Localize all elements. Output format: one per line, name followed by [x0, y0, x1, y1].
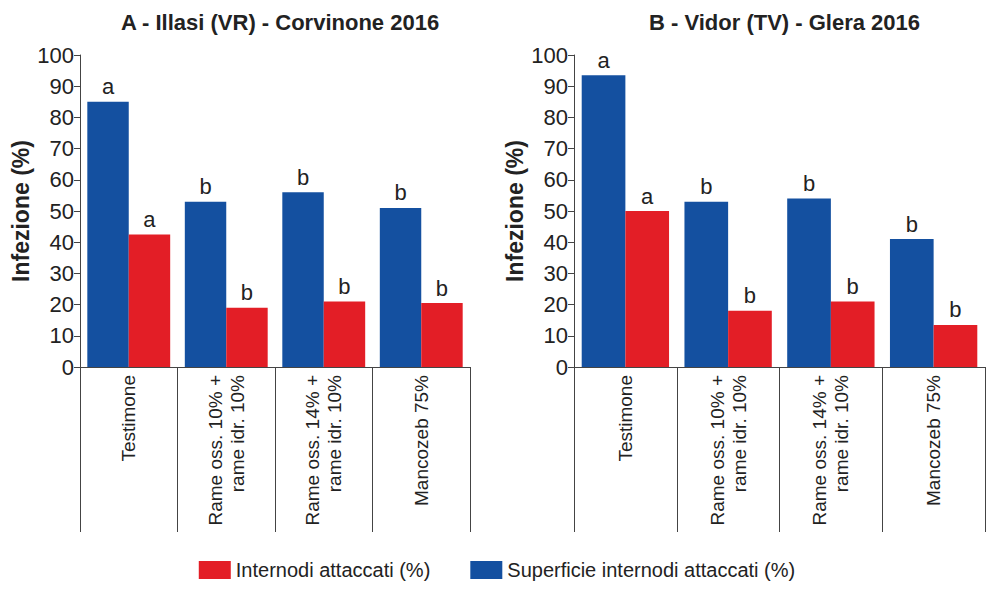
svg-text:Rame oss. 14% +: Rame oss. 14% +	[809, 375, 830, 526]
svg-text:Rame oss. 14% +: Rame oss. 14% +	[302, 375, 323, 526]
svg-text:70: 70	[50, 136, 74, 161]
svg-text:a: a	[102, 74, 115, 99]
svg-text:b: b	[744, 283, 756, 308]
svg-text:Infezione (%): Infezione (%)	[8, 140, 34, 282]
svg-text:20: 20	[50, 292, 74, 317]
svg-text:10: 10	[50, 323, 74, 348]
svg-text:50: 50	[50, 199, 74, 224]
svg-text:b: b	[297, 165, 309, 190]
svg-text:b: b	[199, 174, 211, 199]
svg-text:b: b	[241, 280, 253, 305]
svg-text:a: a	[641, 184, 654, 209]
svg-text:30: 30	[544, 261, 568, 286]
svg-text:Rame oss. 10% +: Rame oss. 10% +	[707, 375, 728, 526]
svg-text:90: 90	[544, 74, 568, 99]
svg-text:Superficie internodi attaccati: Superficie internodi attaccati (%)	[507, 559, 795, 581]
svg-text:80: 80	[50, 105, 74, 130]
svg-text:30: 30	[50, 261, 74, 286]
svg-text:A - Illasi (VR) - Corvinone 20: A - Illasi (VR) - Corvinone 2016	[121, 10, 439, 35]
svg-text:0: 0	[62, 355, 74, 380]
svg-text:100: 100	[37, 43, 74, 68]
svg-text:b: b	[803, 171, 815, 196]
svg-text:100: 100	[531, 43, 568, 68]
svg-text:b: b	[906, 212, 918, 237]
svg-text:90: 90	[50, 74, 74, 99]
svg-text:b: b	[949, 297, 961, 322]
svg-text:rame idr. 10%: rame idr. 10%	[227, 375, 248, 492]
svg-text:20: 20	[544, 292, 568, 317]
svg-text:40: 40	[50, 230, 74, 255]
svg-text:60: 60	[50, 167, 74, 192]
svg-text:Infezione (%): Infezione (%)	[502, 140, 528, 282]
svg-text:Mancozeb 75%: Mancozeb 75%	[411, 375, 432, 506]
svg-text:Internodi attaccati (%): Internodi attaccati (%)	[236, 559, 431, 581]
svg-text:B - Vidor (TV) - Glera 2016: B - Vidor (TV) - Glera 2016	[649, 10, 920, 35]
svg-text:80: 80	[544, 105, 568, 130]
svg-text:a: a	[597, 48, 610, 73]
svg-text:b: b	[338, 274, 350, 299]
svg-text:0: 0	[556, 355, 568, 380]
svg-text:Testimone: Testimone	[118, 375, 139, 462]
svg-text:rame idr. 10%: rame idr. 10%	[831, 375, 852, 492]
svg-text:50: 50	[544, 199, 568, 224]
svg-text:b: b	[394, 180, 406, 205]
svg-text:60: 60	[544, 167, 568, 192]
svg-text:b: b	[436, 276, 448, 301]
svg-text:b: b	[847, 274, 859, 299]
svg-text:rame idr. 10%: rame idr. 10%	[729, 375, 750, 492]
svg-text:b: b	[700, 174, 712, 199]
svg-text:Rame oss. 10% +: Rame oss. 10% +	[205, 375, 226, 526]
svg-text:a: a	[143, 207, 156, 232]
svg-text:rame idr. 10%: rame idr. 10%	[324, 375, 345, 492]
svg-text:Mancozeb 75%: Mancozeb 75%	[923, 375, 944, 506]
svg-text:40: 40	[544, 230, 568, 255]
svg-text:10: 10	[544, 323, 568, 348]
svg-text:Testimone: Testimone	[615, 375, 636, 462]
svg-text:70: 70	[544, 136, 568, 161]
